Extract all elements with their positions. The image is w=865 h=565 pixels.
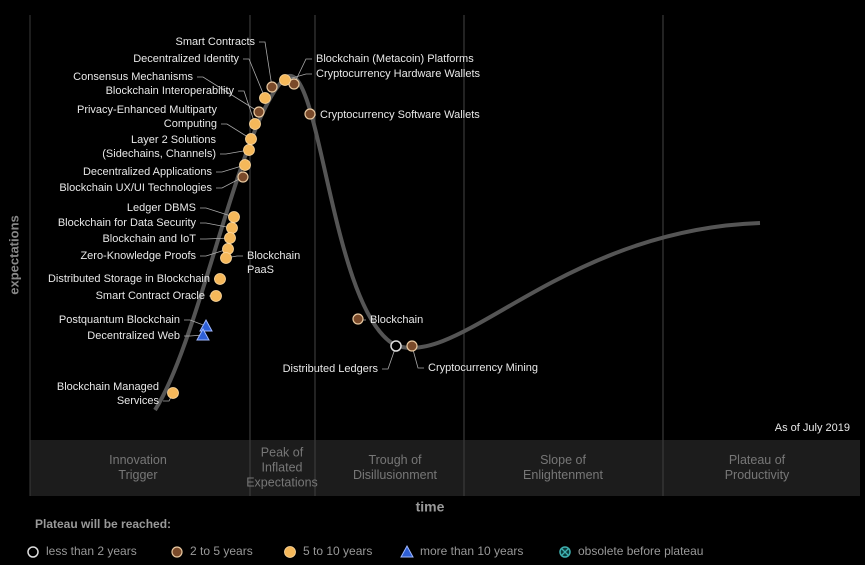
item-label: Ledger DBMS [127,202,196,214]
item-label: Blockchain UX/UI Technologies [59,182,212,194]
leader-line [200,222,233,229]
item-marker [228,211,240,223]
item-label: Zero-Knowledge Proofs [80,250,196,262]
phase-label: Inflated [261,460,302,474]
legend-label: 2 to 5 years [190,544,253,558]
item-marker [237,171,249,183]
item-marker [259,92,271,104]
item-label: Blockchain Interoperability [106,85,235,97]
item-marker [210,290,222,302]
item-marker [196,327,210,341]
leader-line [382,345,397,370]
phase-label: Trough of [368,453,422,467]
phase-label: Productivity [725,468,790,482]
item-label: Blockchain [247,250,300,262]
item-marker [352,313,364,325]
phase-label: Disillusionment [353,468,438,482]
phase-label: Peak of [261,445,304,459]
leader-line [216,164,246,173]
item-marker [243,144,255,156]
phase-label: Trigger [118,468,157,482]
item-marker [304,108,316,120]
leader-line [184,334,204,337]
item-label: Postquantum Blockchain [59,314,180,326]
item-marker [249,118,261,130]
phase-label: Innovation [109,453,167,467]
phase-label: Enlightenment [523,468,603,482]
leader-line [243,58,266,99]
phase-label: Plateau of [729,453,786,467]
item-label: Computing [164,118,217,130]
x-axis-label: time [416,499,445,515]
legend-marker [284,546,296,558]
phase-label: Expectations [246,475,318,489]
y-axis-label: expectations [6,215,21,294]
item-label: Blockchain for Data Security [58,217,197,229]
legend-label: less than 2 years [46,544,137,558]
leader-line [197,76,260,113]
item-label: Cryptocurrency Mining [428,362,538,374]
leader-line [411,345,424,369]
item-label: Decentralized Applications [83,166,213,178]
item-label: Blockchain and IoT [102,233,196,245]
leader-line [293,58,312,85]
legend-label: obsolete before plateau [578,544,703,558]
item-label: Cryptocurrency Software Wallets [320,109,480,121]
legend-marker-cross [561,548,569,556]
item-marker [406,340,418,352]
leader-line [200,248,229,257]
leader-line [259,41,273,88]
item-label: Smart Contracts [176,36,256,48]
leader-line [184,319,207,327]
item-marker [224,232,236,244]
item-label: Smart Contract Oracle [96,290,205,302]
phase-dividers [249,15,664,496]
item-label: Blockchain Managed [57,381,159,393]
item-label: Decentralized Web [87,330,180,342]
item-label: Cryptocurrency Hardware Wallets [316,68,481,80]
item-marker [279,74,291,86]
legend-marker [27,546,39,558]
legend-title: Plateau will be reached: [35,517,171,531]
leader-line [284,73,312,81]
item-marker [239,159,251,171]
item-marker [220,252,232,264]
item-marker [245,133,257,145]
item-label: Privacy-Enhanced Multiparty [77,104,218,116]
item-marker [226,222,238,234]
phase-label: Slope of [540,453,586,467]
leader-line [200,207,235,218]
item-label: PaaS [247,264,274,276]
leader-line [221,123,252,140]
legend-marker [400,544,414,558]
legend-label: more than 10 years [420,544,523,558]
item-marker [167,387,179,399]
leader-line [220,149,250,155]
item-label: Blockchain [370,314,423,326]
hype-curve [153,73,761,412]
item-label: Layer 2 Solutions [131,134,216,146]
item-label: Distributed Ledgers [283,363,379,375]
leader-line [238,90,256,125]
leader-line [200,237,231,240]
item-label: Blockchain (Metacoin) Platforms [316,53,474,65]
item-label: Distributed Storage in Blockchain [48,273,210,285]
legend-label: 5 to 10 years [303,544,372,558]
leader-line [216,176,244,189]
phase-band [30,440,860,496]
as-of: As of July 2019 [775,422,850,434]
item-label: Decentralized Identity [133,53,239,65]
item-label: (Sidechains, Channels) [102,148,216,160]
item-label: Services [117,395,160,407]
item-marker [253,106,265,118]
item-label: Consensus Mechanisms [73,71,193,83]
item-marker [214,273,226,285]
legend-marker [171,546,183,558]
item-marker [266,81,278,93]
item-marker [390,340,402,352]
